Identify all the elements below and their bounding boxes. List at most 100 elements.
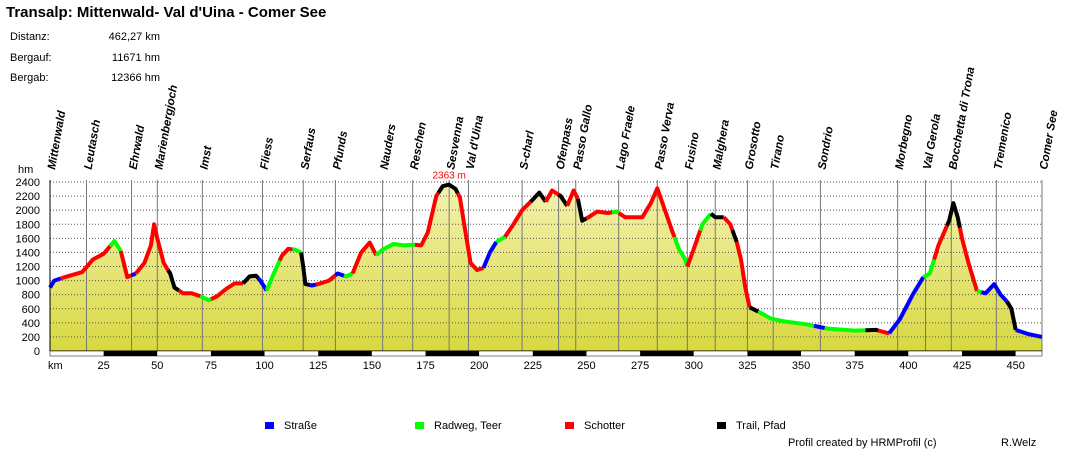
- profile-segment-radweg-54: [976, 289, 982, 295]
- profile-segment-strasse-4: [130, 271, 137, 278]
- profile-segment-radweg-12: [264, 259, 282, 292]
- profile-segment-schotter-37: [685, 229, 703, 268]
- waypoint-label: Malghera: [711, 118, 732, 170]
- waypoint-label: Fusino: [683, 131, 701, 170]
- profile-segment-radweg-34: [611, 209, 620, 215]
- waypoint-label: Lago Fraele: [615, 104, 638, 170]
- profile-segment-schotter-24: [455, 192, 485, 272]
- y-tick-label: 0: [34, 346, 40, 358]
- profile-segment-strasse-55: [980, 282, 1009, 304]
- ascent-value: 11671 hm: [111, 52, 160, 64]
- profile-segment-schotter-35: [617, 186, 677, 238]
- profile-segment-strasse-45: [813, 323, 826, 330]
- x-axis-band-frame: [49, 350, 1043, 357]
- y-tick-label: 1200: [16, 262, 40, 274]
- profile-segment-schotter-7: [177, 288, 201, 299]
- descent-label: Bergab:: [10, 72, 49, 84]
- x-tick-label: 325: [738, 360, 756, 372]
- profile-segment-radweg-19: [343, 271, 354, 279]
- profile-segment-radweg-8: [199, 294, 212, 303]
- waypoint-label: S-charl: [518, 129, 537, 170]
- x-tick-label: 75: [205, 360, 217, 372]
- waypoint-label: Comer See: [1038, 109, 1060, 171]
- x-tick-label: 250: [577, 360, 595, 372]
- x-tick-label: 225: [524, 360, 542, 372]
- y-tick-label: 1000: [16, 276, 40, 288]
- profile-segment-radweg-46: [824, 326, 866, 333]
- x-tick-label: 200: [470, 360, 488, 372]
- x-axis-band: [318, 351, 372, 356]
- x-axis-band: [264, 351, 319, 356]
- profile-segment-radweg-38: [698, 212, 713, 232]
- waypoint-label: Pfunds: [332, 130, 351, 170]
- x-axis-band: [210, 351, 265, 356]
- profile-segment-radweg-50: [922, 258, 937, 279]
- x-axis-band: [371, 351, 426, 356]
- x-axis-band: [103, 351, 158, 356]
- profile-segment-schotter-51: [932, 224, 949, 261]
- profile-segment-trail-56: [1005, 300, 1018, 331]
- max-elevation-label: 2363 m: [432, 171, 465, 182]
- waypoint-label: Morbegno: [894, 114, 915, 171]
- waypoint-label: Fliess: [259, 136, 276, 170]
- legend-label: Straße: [284, 420, 317, 432]
- profile-segment-strasse-16: [309, 282, 317, 288]
- profile-segment-schotter-40: [722, 215, 735, 231]
- profile-segment-trail-43: [748, 305, 760, 314]
- x-tick-label: 175: [416, 360, 434, 372]
- waypoint-label: Bocchetta di Trona: [947, 65, 977, 170]
- x-tick-label: 425: [953, 360, 971, 372]
- profile-segment-strasse-25: [481, 240, 499, 269]
- x-axis-band: [479, 351, 533, 356]
- distance-label: Distanz:: [10, 31, 50, 43]
- waypoint-label: Ehrwald: [128, 123, 148, 170]
- waypoint-label: Passo Verva: [653, 101, 677, 171]
- profile-segment-schotter-42: [734, 241, 752, 308]
- waypoint-label: Reschen: [409, 121, 429, 170]
- profile-segment-schotter-48: [877, 328, 890, 336]
- profile-segment-strasse-57: [1015, 327, 1043, 339]
- profile-segment-schotter-20: [350, 240, 378, 275]
- profile-segment-trail-52: [945, 201, 962, 229]
- legend-swatch-strasse: [265, 422, 274, 429]
- x-tick-label: 350: [792, 360, 810, 372]
- profile-segment-radweg-14: [292, 247, 302, 255]
- x-axis-band: [425, 351, 480, 356]
- x-axis-band: [801, 351, 855, 356]
- elevation-area: [50, 184, 1042, 351]
- waypoint-label: Val d'Uina: [465, 114, 486, 171]
- profile-segment-schotter-22: [414, 191, 441, 248]
- legend-swatch-radweg: [415, 422, 424, 429]
- waypoint-label: Leutasch: [83, 119, 104, 171]
- x-tick-label: 300: [685, 360, 703, 372]
- legend-swatch-trail: [717, 422, 726, 429]
- y-tick-label: 200: [22, 332, 40, 344]
- profile-segment-radweg-26: [495, 235, 506, 244]
- profile-segment-trail-28: [529, 190, 548, 204]
- waypoint-label: Grosotto: [744, 121, 764, 171]
- y-tick-label: 2400: [16, 177, 40, 189]
- waypoint-label: Nauders: [379, 123, 399, 170]
- x-axis-unit: km: [48, 360, 63, 372]
- waypoint-label: Tirano: [769, 134, 787, 170]
- x-axis-band: [747, 351, 802, 356]
- profile-segment-schotter-17: [315, 273, 337, 287]
- profile-segment-radweg-44: [757, 309, 815, 328]
- ascent-label: Bergauf:: [10, 52, 52, 64]
- waypoint-label: Marienbergjoch: [153, 84, 180, 170]
- x-tick-label: 275: [631, 360, 649, 372]
- profile-segment-trail-30: [557, 193, 569, 208]
- profile-segment-schotter-5: [134, 222, 170, 275]
- x-tick-label: 400: [899, 360, 917, 372]
- x-axis-band: [962, 351, 1016, 356]
- legend-label: Schotter: [584, 420, 625, 432]
- profile-segment-trail-39: [709, 212, 724, 220]
- author-text: R.Welz: [1001, 437, 1037, 449]
- x-tick-label: 125: [309, 360, 327, 372]
- profile-segment-schotter-53: [957, 227, 979, 292]
- chart-title: Transalp: Mittenwald- Val d'Uina - Comer…: [6, 4, 327, 21]
- credit-text: Profil created by HRMProfil (c): [788, 437, 937, 449]
- profile-segment-schotter-9: [210, 281, 244, 302]
- profile-segment-trail-10: [241, 273, 260, 285]
- legend-label: Trail, Pfad: [736, 420, 786, 432]
